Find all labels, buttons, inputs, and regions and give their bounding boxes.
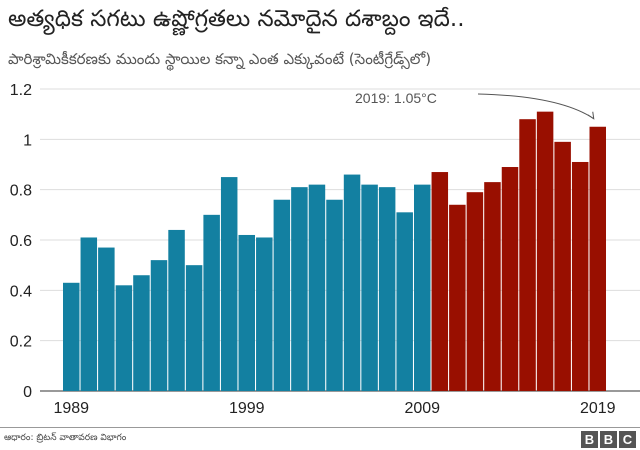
y-tick-label: 1.2 (10, 82, 32, 99)
y-tick-label: 0 (23, 384, 32, 401)
annotation-label: 2019: 1.05°C (355, 90, 437, 106)
bar-1990 (80, 237, 98, 391)
bar-1991 (98, 247, 115, 391)
y-tick-label: 0.6 (10, 233, 32, 250)
bar-1989 (63, 282, 80, 391)
bar-2001 (273, 199, 291, 391)
bar-2005 (343, 174, 361, 391)
bar-1994 (150, 260, 168, 391)
x-tick-label: 1989 (53, 400, 89, 417)
bar-2010 (431, 172, 449, 391)
bar-2017 (554, 141, 571, 391)
bar-2011 (449, 204, 466, 391)
source-text: ఆధారం: బ్రిటన్ వాతావరణ విభాగం (4, 433, 127, 443)
bar-2004 (326, 199, 343, 391)
bar-1998 (220, 177, 238, 391)
x-tick-label: 2019 (580, 400, 616, 417)
chart-subtitle: పారిశ్రామికీకరణకు ముందు స్థాయిల కన్నా ఎం… (8, 50, 432, 68)
footer-divider (0, 427, 640, 428)
bar-chart: 0 0.2 0.4 0.6 0.8 1 1.2 1989 1999 2009 2019 2019: 1… (10, 82, 640, 417)
bar-2008 (396, 212, 413, 391)
bar-1996 (185, 265, 203, 391)
bar-1992 (115, 285, 133, 391)
bar-2009 (414, 184, 431, 391)
bar-2013 (484, 182, 501, 391)
chart-title: అత్యధిక సగటు ఉష్ణోగ్రతలు నమోదైన దశాబ్దం … (8, 6, 465, 32)
x-tick-label: 2009 (404, 400, 440, 417)
bar-1993 (133, 275, 150, 391)
annotation-arrow (477, 93, 595, 120)
bar-2014 (501, 167, 519, 391)
bar-2006 (361, 184, 378, 391)
y-tick-label: 0.2 (10, 334, 32, 351)
bar-2002 (291, 187, 308, 391)
y-tick-label: 0.4 (10, 283, 32, 300)
bar-2003 (308, 184, 326, 391)
bar-1997 (203, 214, 220, 391)
bar-1999 (238, 234, 255, 391)
bar-2019 (589, 126, 606, 391)
y-tick-label: 0.8 (10, 183, 32, 200)
y-tick-label: 1 (23, 132, 32, 149)
bar-1995 (168, 229, 185, 391)
bar-2015 (519, 119, 536, 391)
arrow-head-icon (587, 111, 595, 120)
bar-2016 (536, 111, 554, 392)
bar-2000 (256, 237, 273, 391)
bar-2012 (466, 192, 484, 391)
bar-2007 (378, 187, 396, 391)
x-tick-label: 1999 (229, 400, 265, 417)
bar-2018 (571, 161, 589, 391)
